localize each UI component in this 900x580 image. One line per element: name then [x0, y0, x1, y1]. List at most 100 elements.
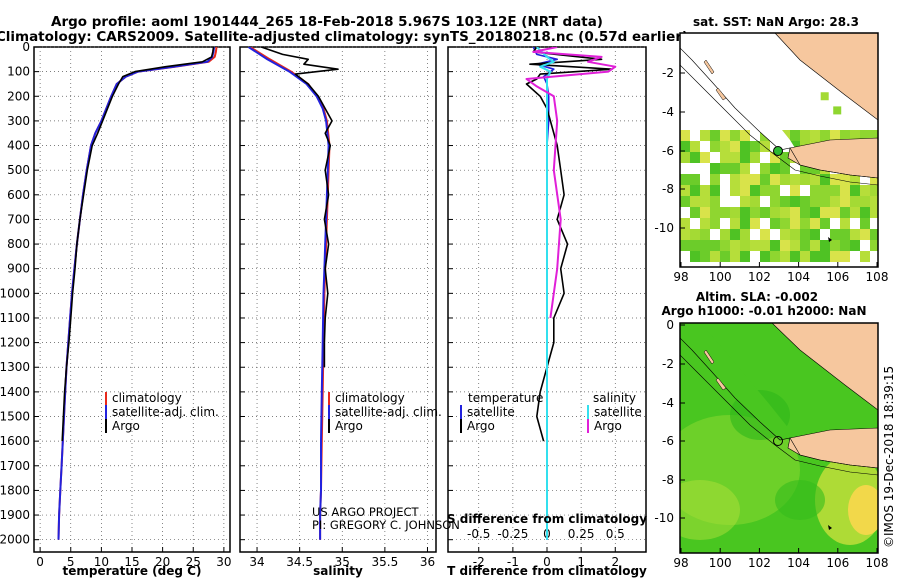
depth-tick-label: 100 — [7, 65, 30, 79]
salinity-legend: climatology satellite-adj. clim. Argo — [328, 391, 442, 433]
sst-pixel — [830, 130, 840, 141]
sst-pixel — [870, 185, 878, 196]
sst-pixel — [820, 92, 829, 101]
sst-pixel — [780, 207, 790, 218]
sst-pixel — [840, 240, 850, 251]
x-top-tick-label: 0.25 — [568, 527, 595, 541]
sst-pixel — [820, 130, 830, 141]
legend-t-satellite: satellite — [467, 405, 515, 419]
sst-pixel — [790, 130, 800, 141]
sst-pixel — [820, 185, 830, 196]
sst-pixel — [770, 218, 780, 229]
salinity-panel-frame — [239, 46, 437, 553]
sst-pixel — [730, 229, 740, 240]
sst-pixel — [790, 174, 800, 185]
difference-xlabel: T difference from climatology — [447, 564, 647, 578]
map-bottom-title-1: Altim. SLA: -0.002 — [696, 290, 818, 304]
sst-pixel — [850, 185, 860, 196]
map-y-tick-label: -2 — [662, 66, 674, 80]
argo-location-marker — [773, 146, 783, 156]
sst-pixel — [730, 130, 740, 141]
sst-pixel — [830, 207, 840, 218]
sst-pixel — [710, 163, 720, 174]
sst-pixel — [700, 229, 710, 240]
sst-pixel — [860, 251, 870, 262]
sst-pixel — [810, 240, 820, 251]
sst-pixel — [720, 141, 730, 152]
sst-pixel — [740, 130, 750, 141]
sst-pixel — [720, 152, 730, 163]
sst-pixel — [780, 152, 790, 163]
sst-pixel — [800, 251, 810, 262]
sst-pixel — [760, 174, 770, 185]
sst-pixel — [740, 207, 750, 218]
sst-pixel — [810, 174, 820, 185]
depth-tick-label: 600 — [7, 188, 30, 202]
imos-timestamp: ©IMOS 19-Dec-2018 18:39:15 — [882, 366, 896, 548]
sst-pixel — [720, 251, 730, 262]
sst-pixel — [690, 174, 700, 185]
map-x-tick-label: 106 — [826, 270, 849, 284]
sst-pixel — [870, 130, 878, 141]
sst-pixel — [730, 163, 740, 174]
legend-satellite: satellite-adj. clim. — [335, 405, 442, 419]
sst-pixel — [800, 229, 810, 240]
map-bottom-title-2: Argo h1000: -0.01 h2000: NaN — [661, 304, 866, 318]
depth-tick-label: 1600 — [0, 434, 30, 448]
sst-pixel — [730, 141, 740, 152]
x-tick-label: 34 — [249, 555, 264, 569]
sst-pixel — [690, 141, 700, 152]
x-tick-label: 0 — [36, 555, 44, 569]
sla-map — [680, 323, 878, 553]
sst-pixel — [840, 207, 850, 218]
sst-pixel — [830, 196, 840, 207]
salinity-series-argo — [261, 47, 339, 368]
sst-pixel — [820, 251, 830, 262]
sst-pixel — [680, 229, 690, 240]
map-x-tick-label: 108 — [866, 270, 889, 284]
sst-pixel — [730, 240, 740, 251]
sst-pixel — [860, 218, 870, 229]
sst-pixel — [720, 130, 730, 141]
sst-pixel — [850, 196, 860, 207]
sst-pixel — [760, 240, 770, 251]
sst-pixel — [740, 185, 750, 196]
sst-pixel — [700, 251, 710, 262]
map-x-tick-label: 98 — [673, 270, 688, 284]
x-top-tick-label: -0.25 — [497, 527, 528, 541]
sst-pixel — [790, 229, 800, 240]
sst-pixel — [810, 207, 820, 218]
salinity-series-climatology — [249, 47, 331, 540]
sst-pixel — [870, 207, 878, 218]
x-tick-label: -1 — [507, 555, 519, 569]
x-tick-label: 36 — [420, 555, 435, 569]
sst-pixel — [690, 251, 700, 262]
depth-tick-label: 2000 — [0, 533, 30, 547]
x-tick-label: 34.5 — [286, 555, 313, 569]
sst-pixel — [870, 174, 878, 185]
sst-pixel — [760, 163, 770, 174]
sst-pixel — [750, 185, 760, 196]
x-tick-label: 35 — [335, 555, 350, 569]
legend-climatology: climatology — [335, 391, 405, 405]
sst-pixel — [850, 130, 860, 141]
sst-pixel — [830, 229, 840, 240]
map-top-frame — [679, 32, 879, 268]
sst-pixel — [770, 174, 780, 185]
sst-pixel — [860, 229, 870, 240]
legend-s-argo: Argo — [594, 419, 622, 433]
sst-pixel — [730, 251, 740, 262]
sst-pixel — [760, 229, 770, 240]
sst-pixel — [710, 185, 720, 196]
sst-pixel — [810, 229, 820, 240]
sst-pixel — [690, 196, 700, 207]
sst-pixel — [740, 152, 750, 163]
x-tick-label: -2 — [473, 555, 485, 569]
depth-tick-label: 800 — [7, 237, 30, 251]
sst-pixel — [840, 185, 850, 196]
sst-pixel — [690, 240, 700, 251]
sst-pixel — [800, 240, 810, 251]
sst-pixel — [820, 207, 830, 218]
sst-pixel — [800, 163, 810, 174]
difference-series-salinity-satellite — [536, 47, 555, 540]
